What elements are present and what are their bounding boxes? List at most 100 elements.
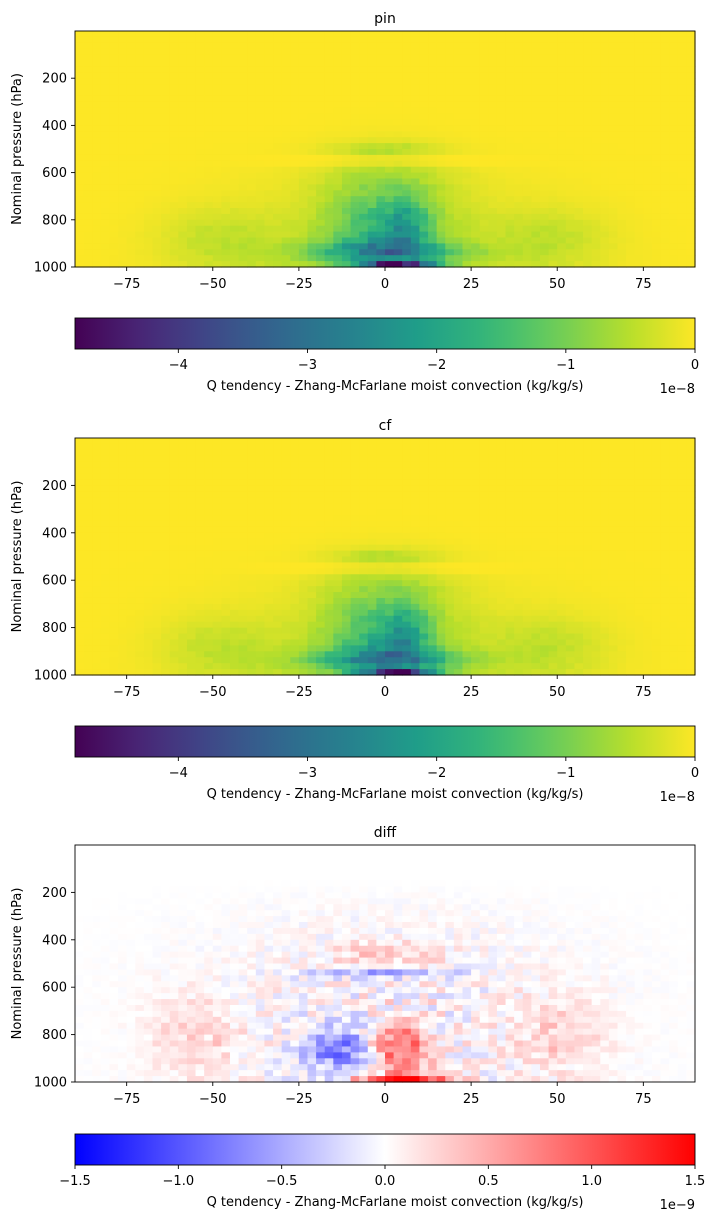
heatmap-cell xyxy=(247,107,257,115)
heatmap-cell xyxy=(152,225,162,233)
heatmap-cell xyxy=(298,160,309,168)
heatmap-cell xyxy=(333,119,343,126)
heatmap-cell xyxy=(385,491,395,498)
heatmap-cell xyxy=(195,119,205,126)
heatmap-cell xyxy=(307,60,317,67)
heatmap-cell xyxy=(169,119,179,126)
heatmap-cell xyxy=(410,36,421,44)
heatmap-cell xyxy=(169,95,179,103)
heatmap-cell xyxy=(143,131,154,138)
heatmap-cell xyxy=(488,603,498,611)
heatmap-cell xyxy=(316,178,326,185)
heatmap-cell xyxy=(548,84,558,91)
heatmap-cell xyxy=(135,249,145,256)
heatmap-cell xyxy=(100,31,111,38)
heatmap-cell xyxy=(505,42,515,50)
heatmap-cell xyxy=(143,160,154,168)
heatmap-cell xyxy=(109,154,119,162)
heatmap-cell xyxy=(479,208,489,215)
heatmap-cell xyxy=(290,645,300,652)
heatmap-cell xyxy=(410,580,421,587)
heatmap-cell xyxy=(350,154,360,162)
heatmap-cell xyxy=(385,532,395,540)
heatmap-cell xyxy=(264,461,274,469)
heatmap-cell xyxy=(540,249,550,256)
heatmap-cell xyxy=(75,443,85,451)
heatmap-cell xyxy=(445,113,455,121)
heatmap-cell xyxy=(453,243,464,250)
heatmap-cell xyxy=(522,72,532,79)
heatmap-cell xyxy=(83,497,93,504)
heatmap-cell xyxy=(333,208,343,215)
heatmap-cell xyxy=(109,651,119,658)
heatmap-cell xyxy=(557,31,567,38)
heatmap-cell xyxy=(419,261,429,268)
heatmap-cell xyxy=(247,196,257,203)
heatmap-cell xyxy=(92,443,102,451)
heatmap-cell xyxy=(565,243,576,250)
heatmap-cell xyxy=(290,178,300,185)
heatmap-cell xyxy=(341,72,352,79)
heatmap-cell xyxy=(367,615,377,623)
heatmap-cell xyxy=(479,131,489,138)
heatmap-cell xyxy=(152,485,162,492)
heatmap-cell xyxy=(152,178,162,185)
heatmap-cell xyxy=(324,639,334,646)
heatmap-cell xyxy=(195,66,205,73)
heatmap-cell xyxy=(402,101,412,109)
heatmap-cell xyxy=(264,219,274,227)
heatmap-cell xyxy=(471,213,481,221)
heatmap-cell xyxy=(488,485,498,492)
heatmap-cell xyxy=(230,60,240,67)
heatmap-cell xyxy=(410,532,421,540)
heatmap-cell xyxy=(204,143,214,150)
heatmap-cell xyxy=(152,95,162,103)
heatmap-cell xyxy=(316,125,326,132)
heatmap-cell xyxy=(488,443,498,451)
heatmap-cell xyxy=(428,72,438,79)
heatmap-cell xyxy=(238,54,248,62)
heatmap-cell xyxy=(186,562,197,569)
heatmap-cell xyxy=(359,143,369,150)
heatmap-cell xyxy=(376,131,386,138)
colorbar-tick-label: −4 xyxy=(169,358,188,373)
heatmap-cell xyxy=(376,568,386,575)
heatmap-cell xyxy=(583,66,593,73)
heatmap-cell xyxy=(540,31,550,38)
heatmap-cell xyxy=(83,95,93,103)
heatmap-cell xyxy=(83,473,93,481)
heatmap-cell xyxy=(100,137,111,144)
heatmap-cell xyxy=(298,72,309,79)
heatmap-cell xyxy=(273,639,283,646)
heatmap-cell xyxy=(686,160,696,168)
heatmap-cell xyxy=(307,443,317,451)
heatmap-cell xyxy=(143,538,154,546)
heatmap-cell xyxy=(376,633,386,641)
heatmap-cell xyxy=(367,101,377,109)
heatmap-cell xyxy=(462,562,472,569)
heatmap-cell xyxy=(264,90,274,97)
heatmap-cell xyxy=(298,443,309,451)
heatmap-cell xyxy=(522,137,532,144)
heatmap-cell xyxy=(273,72,283,79)
heatmap-cell xyxy=(660,225,670,233)
heatmap-cell xyxy=(341,48,352,56)
heatmap-cell xyxy=(376,36,386,44)
heatmap-cell xyxy=(333,261,343,268)
heatmap-cell xyxy=(143,261,154,268)
heatmap-cell xyxy=(402,615,412,623)
heatmap-cell xyxy=(195,497,205,504)
heatmap-cell xyxy=(178,515,188,522)
heatmap-cell xyxy=(608,113,619,121)
heatmap-cell xyxy=(367,592,377,599)
heatmap-cell xyxy=(393,550,403,558)
heatmap-cell xyxy=(307,627,317,635)
heatmap-cell xyxy=(505,580,515,587)
heatmap-cell xyxy=(634,101,644,109)
heatmap-cell xyxy=(281,72,291,79)
heatmap-cell xyxy=(83,651,93,658)
heatmap-cell xyxy=(212,580,222,587)
heatmap-cell xyxy=(143,72,154,79)
heatmap-cell xyxy=(591,60,601,67)
heatmap-cell xyxy=(385,473,395,481)
